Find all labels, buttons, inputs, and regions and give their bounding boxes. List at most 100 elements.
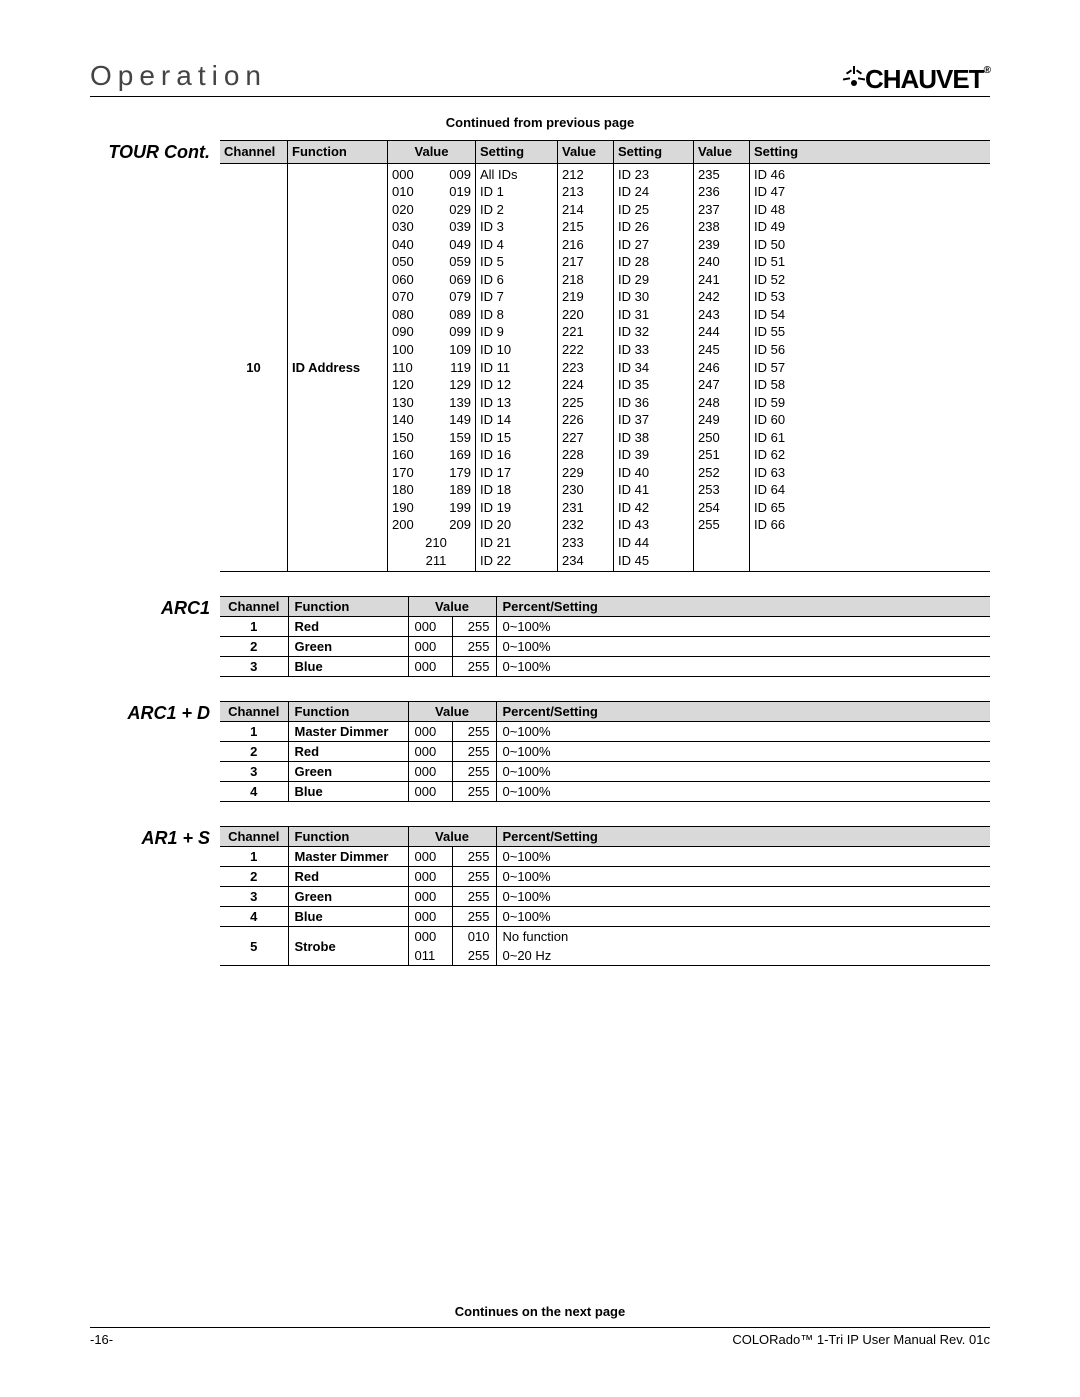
- tour-setting: ID 40: [618, 464, 689, 482]
- tour-setting: ID 43: [618, 516, 689, 534]
- tour-value-b: 069: [436, 271, 471, 289]
- tour-setting: ID 5: [480, 253, 553, 271]
- tour-value: 225: [562, 394, 609, 412]
- tour-setting: ID 34: [618, 359, 689, 377]
- tour-setting: ID 63: [754, 464, 826, 482]
- tour-value-a: 140: [392, 411, 428, 429]
- tour-setting: ID 15: [480, 429, 553, 447]
- tour-setting: ID 57: [754, 359, 826, 377]
- tour-value: 228: [562, 446, 609, 464]
- arc1-title: ARC1: [90, 596, 220, 619]
- tour-value: 236: [698, 183, 745, 201]
- ar1s-title: AR1 + S: [90, 826, 220, 849]
- tour-setting: ID 16: [480, 446, 553, 464]
- tour-setting: ID 2: [480, 201, 553, 219]
- tour-value-a: 180: [392, 481, 428, 499]
- tour-setting: ID 28: [618, 253, 689, 271]
- tour-value: 248: [698, 394, 745, 412]
- arc1-table: Channel Function Value Percent/Setting 1…: [220, 596, 990, 677]
- tour-setting: ID 27: [618, 236, 689, 254]
- tour-value-b: 109: [436, 341, 471, 359]
- tour-value: 242: [698, 288, 745, 306]
- tour-setting: ID 1: [480, 183, 553, 201]
- tour-value-a: 170: [392, 464, 428, 482]
- tour-value-a: 190: [392, 499, 428, 517]
- tour-setting: ID 20: [480, 516, 553, 534]
- tour-value-b: 059: [436, 253, 471, 271]
- table-row: 4Blue0002550~100%: [220, 907, 990, 927]
- tour-value: 230: [562, 481, 609, 499]
- arc1d-title: ARC1 + D: [90, 701, 220, 724]
- tour-value-a: 000: [392, 166, 428, 184]
- table-row: 3Blue0002550~100%: [220, 657, 990, 677]
- table-row: 1Master Dimmer0002550~100%: [220, 847, 990, 867]
- tour-value-b: 169: [436, 446, 471, 464]
- tour-setting: ID 64: [754, 481, 826, 499]
- tour-value: 255: [698, 516, 745, 534]
- tour-setting: ID 18: [480, 481, 553, 499]
- tour-value: 240: [698, 253, 745, 271]
- tour-setting: ID 33: [618, 341, 689, 359]
- tour-value: 249: [698, 411, 745, 429]
- ar1s-section: AR1 + S Channel Function Value Percent/S…: [90, 826, 990, 966]
- tour-setting: ID 23: [618, 166, 689, 184]
- tour-setting: ID 46: [754, 166, 826, 184]
- table-row: 2Red0002550~100%: [220, 742, 990, 762]
- tour-function: ID Address: [288, 164, 388, 572]
- tour-value: 222: [562, 341, 609, 359]
- tour-body: 10 ID Address 00001002003004005006007008…: [220, 164, 990, 573]
- tour-setting: ID 49: [754, 218, 826, 236]
- tour-value-b: 211: [392, 552, 480, 570]
- tour-value: 244: [698, 323, 745, 341]
- tour-setting: All IDs: [480, 166, 553, 184]
- tour-setting: ID 10: [480, 341, 553, 359]
- tour-value: 220: [562, 306, 609, 324]
- table-row: 4Blue0002550~100%: [220, 782, 990, 802]
- section-heading: Operation: [90, 60, 267, 92]
- tour-value-a: 050: [392, 253, 428, 271]
- table-row: 2Red0002550~100%: [220, 867, 990, 887]
- tour-setting: ID 19: [480, 499, 553, 517]
- tour-setting: ID 24: [618, 183, 689, 201]
- tour-value: 213: [562, 183, 609, 201]
- tour-setting: ID 7: [480, 288, 553, 306]
- tour-value: 245: [698, 341, 745, 359]
- tour-setting: ID 12: [480, 376, 553, 394]
- tour-value-b: 019: [436, 183, 471, 201]
- tour-value: 224: [562, 376, 609, 394]
- tour-value-b: 189: [436, 481, 471, 499]
- tour-value: 214: [562, 201, 609, 219]
- tour-value-a: 080: [392, 306, 428, 324]
- tour-value-b: 149: [436, 411, 471, 429]
- tour-value: 227: [562, 429, 609, 447]
- tour-setting: ID 14: [480, 411, 553, 429]
- tour-setting: ID 66: [754, 516, 826, 534]
- tour-setting: ID 8: [480, 306, 553, 324]
- table-row: 1Master Dimmer0002550~100%: [220, 722, 990, 742]
- tour-value: 247: [698, 376, 745, 394]
- tour-value-b: 079: [436, 288, 471, 306]
- ar1s-table: Channel Function Value Percent/Setting 1…: [220, 826, 990, 966]
- tour-setting: ID 50: [754, 236, 826, 254]
- arc1-section: ARC1 Channel Function Value Percent/Sett…: [90, 596, 990, 677]
- tour-setting: ID 53: [754, 288, 826, 306]
- tour-setting: ID 48: [754, 201, 826, 219]
- tour-value: 253: [698, 481, 745, 499]
- tour-setting: ID 58: [754, 376, 826, 394]
- tour-value-b: 039: [436, 218, 471, 236]
- page-number: -16-: [90, 1332, 113, 1347]
- tour-setting: ID 11: [480, 359, 553, 377]
- tour-value-a: 090: [392, 323, 428, 341]
- tour-setting: ID 44: [618, 534, 689, 552]
- continued-from-prev: Continued from previous page: [90, 115, 990, 130]
- tour-value: 252: [698, 464, 745, 482]
- tour-value: 254: [698, 499, 745, 517]
- tour-value: 226: [562, 411, 609, 429]
- tour-value-b: 009: [436, 166, 471, 184]
- tour-setting: ID 60: [754, 411, 826, 429]
- tour-value-b: 139: [436, 394, 471, 412]
- tour-value: 239: [698, 236, 745, 254]
- tour-value: 232: [562, 516, 609, 534]
- page-footer: Continues on the next page -16- COLORado…: [90, 1304, 990, 1347]
- tour-value-a: 160: [392, 446, 428, 464]
